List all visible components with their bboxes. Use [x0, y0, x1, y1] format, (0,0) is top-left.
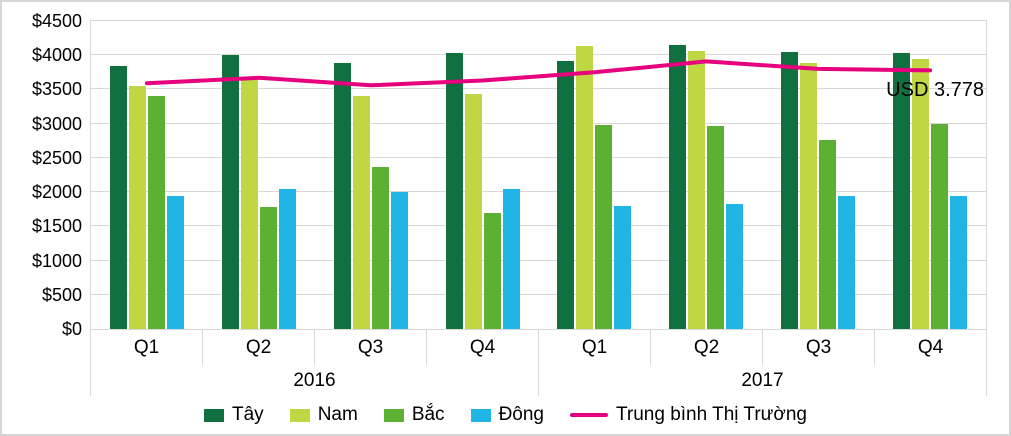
- x-axis-quarter-label: Q3: [763, 330, 875, 365]
- bar-group-q2-2017: [650, 21, 762, 329]
- x-axis-quarter-label: Q4: [427, 330, 539, 365]
- x-axis-quarters: Q1 Q2 Q3 Q4 Q1 Q2 Q3 Q4: [90, 330, 987, 365]
- bar-dong: [614, 205, 632, 329]
- x-axis-quarter-label: Q1: [539, 330, 651, 365]
- bar-group-q1-2017: [539, 21, 651, 329]
- bar-nam: [688, 51, 706, 329]
- bar-bac: [371, 167, 389, 329]
- legend-label: Nam: [317, 404, 358, 425]
- bar-tay: [333, 62, 351, 329]
- bar-tay: [221, 55, 239, 329]
- legend-item-bac: Bắc: [383, 404, 445, 426]
- y-axis-tick-label: $3500: [31, 79, 82, 100]
- legend-item-tay: Tây: [204, 404, 264, 426]
- gridline: [91, 293, 986, 295]
- bar-tay: [669, 44, 687, 329]
- legend-swatch-nam: [289, 408, 310, 422]
- legend-line-swatch: [569, 413, 608, 417]
- bar-tay: [109, 65, 127, 329]
- legend-label: Tây: [232, 404, 264, 425]
- bar-dong: [838, 195, 856, 329]
- bar-bac: [707, 126, 725, 329]
- bar-bac: [595, 125, 613, 329]
- bar-bac: [483, 212, 501, 329]
- gridline: [91, 54, 986, 56]
- legend-label: Bắc: [411, 404, 445, 425]
- bar-tay: [557, 60, 575, 329]
- x-axis-quarter-label: Q1: [91, 330, 203, 365]
- bar-dong: [166, 196, 184, 329]
- y-axis-tick-label: $2000: [31, 182, 82, 203]
- bar-dong: [278, 189, 296, 329]
- bar-tay: [781, 51, 799, 329]
- bar-group-q4-2017: [874, 21, 986, 329]
- y-axis-tick-label: $500: [41, 284, 82, 305]
- bar-group-q4-2016: [427, 21, 539, 329]
- gridline: [91, 259, 986, 261]
- bar-dong: [502, 189, 520, 329]
- legend-item-nam: Nam: [289, 404, 358, 426]
- bar-nam: [352, 96, 370, 329]
- y-axis-tick-label: $2500: [31, 147, 82, 168]
- gridline: [91, 225, 986, 227]
- x-axis-quarter-label: Q2: [203, 330, 315, 365]
- bar-bac: [931, 123, 949, 329]
- legend-label: Trung bình Thị Trường: [615, 404, 807, 425]
- bar-nam: [912, 58, 930, 329]
- bar-nam: [128, 86, 146, 329]
- bar-dong: [950, 195, 968, 329]
- bar-bac: [147, 96, 165, 329]
- bar-series-area: [91, 21, 986, 329]
- x-axis-year-label: 2016: [91, 365, 539, 396]
- x-axis-quarter-label: Q2: [651, 330, 763, 365]
- legend-item-trung-binh-thi-truong: Trung bình Thị Trường: [569, 404, 807, 426]
- gridline: [91, 122, 986, 124]
- y-axis-tick-label: $1500: [31, 216, 82, 237]
- legend-item-dong: Đông: [470, 404, 544, 426]
- y-axis-tick-label: $1000: [31, 250, 82, 271]
- bar-nam: [464, 94, 482, 329]
- bar-group-q2-2016: [203, 21, 315, 329]
- bar-nam: [800, 62, 818, 329]
- bar-nam: [576, 46, 594, 329]
- bar-bac: [819, 140, 837, 329]
- legend-swatch-tay: [204, 408, 224, 422]
- bar-tay: [893, 52, 911, 329]
- bar-dong: [390, 192, 408, 329]
- legend-swatch-bac: [383, 408, 404, 422]
- y-axis-tick-label: $4000: [31, 45, 82, 66]
- bar-dong: [726, 203, 744, 329]
- line-annotation: USD 3.778: [886, 79, 984, 101]
- bar-group-q1-2016: [91, 21, 203, 329]
- y-axis-tick-label: $3000: [31, 113, 82, 134]
- x-axis-years: 2016 2017: [90, 365, 987, 396]
- bar-group-q3-2017: [762, 21, 874, 329]
- plot-area: USD 3.778: [90, 20, 987, 330]
- bar-tay: [445, 53, 463, 329]
- y-axis-tick-label: $4500: [31, 11, 82, 31]
- x-axis-quarter-label: Q4: [875, 330, 987, 365]
- x-axis-quarter-label: Q3: [315, 330, 427, 365]
- gridline: [91, 191, 986, 193]
- y-axis-tick-label: $0: [61, 319, 82, 339]
- bar-bac: [259, 207, 277, 329]
- bar-nam: [240, 79, 258, 329]
- y-axis: $0 $500 $1000 $1500 $2000 $2500 $3000 $3500 $400…: [2, 11, 86, 339]
- legend-swatch-dong: [470, 408, 491, 422]
- x-axis-year-label: 2017: [539, 365, 987, 396]
- legend-label: Đông: [498, 404, 544, 425]
- gridline: [91, 156, 986, 158]
- gridline: [91, 88, 986, 90]
- legend: Tây Nam Bắc Đông Trung bình Thị Trường: [2, 400, 1009, 430]
- bar-group-q3-2016: [315, 21, 427, 329]
